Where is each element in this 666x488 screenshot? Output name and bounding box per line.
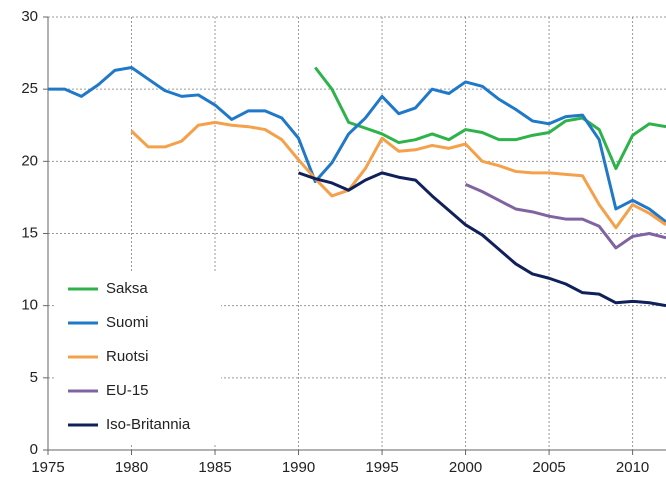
y-tick-label: 10 [21,297,38,314]
legend-label: Ruotsi [106,348,149,365]
legend-label: Suomi [106,314,149,331]
plot-area [48,66,666,308]
x-tick-label: 1985 [198,459,231,476]
y-tick-label: 5 [30,369,38,386]
line-series [130,120,666,230]
x-tick-label: 2010 [616,459,649,476]
y-tick-label: 25 [21,80,38,97]
x-tick-label: 1995 [365,459,398,476]
y-tick-label: 0 [30,441,38,458]
x-tick-label: 2000 [449,459,482,476]
line-series [464,183,666,250]
legend-label: EU-15 [106,382,149,399]
line-series [298,171,666,308]
legend-label: Iso-Britannia [106,416,191,433]
legend-label: Saksa [106,280,148,297]
y-tick-label: 15 [21,224,38,241]
x-tick-label: 1990 [282,459,315,476]
line-series [314,66,666,171]
y-tick-label: 30 [21,8,38,25]
x-tick-label: 2005 [532,459,565,476]
line-series [48,66,666,224]
x-tick-label: 1975 [31,459,64,476]
y-tick-label: 20 [21,152,38,169]
x-tick-label: 1980 [115,459,148,476]
